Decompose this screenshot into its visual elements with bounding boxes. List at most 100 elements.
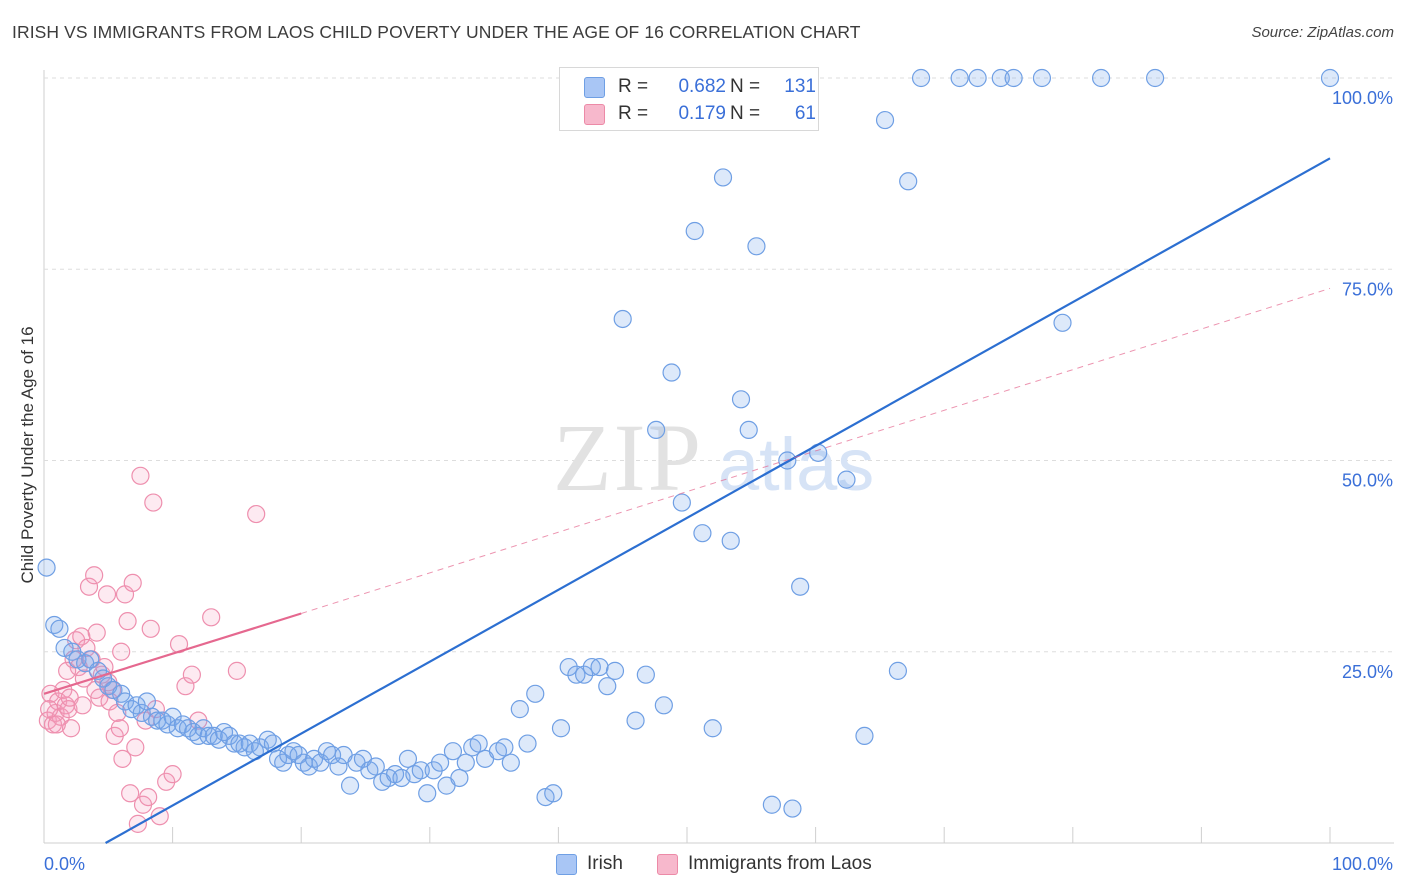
irish-point — [551, 719, 571, 738]
irish-point — [518, 734, 537, 753]
laos-point — [61, 719, 81, 738]
watermark-zip: ZIP — [553, 404, 703, 511]
irish-trend-line — [105, 157, 1331, 844]
irish-point — [443, 742, 463, 761]
irish-point — [762, 795, 781, 814]
legend-n-value: 131 — [784, 76, 816, 97]
irish-point — [739, 420, 758, 439]
irish-point — [411, 761, 430, 780]
watermark: ZIP atlas — [553, 404, 874, 511]
irish-point — [1091, 68, 1111, 88]
irish-point — [340, 776, 360, 795]
irish-point — [163, 707, 182, 726]
irish-point — [950, 68, 969, 88]
irish-point — [132, 703, 151, 723]
irish-point — [329, 757, 348, 776]
laos-point — [87, 623, 106, 642]
laos-trend-line — [43, 612, 302, 695]
irish-point — [636, 665, 655, 684]
irish-point — [1053, 313, 1072, 332]
laos-point — [110, 719, 129, 738]
laos-point — [40, 700, 59, 719]
irish-point — [148, 711, 167, 730]
irish-point — [450, 768, 469, 788]
irish-point — [837, 470, 856, 489]
irish-point — [875, 110, 895, 130]
bottom-legend-swatch-irish — [556, 854, 577, 875]
irish-point — [582, 657, 601, 677]
irish-point — [575, 665, 594, 684]
laos-point — [139, 787, 158, 807]
irish-point — [731, 390, 751, 409]
laos-point — [227, 661, 246, 680]
irish-point — [1004, 68, 1023, 88]
laos-point — [123, 573, 142, 593]
irish-point — [1146, 68, 1165, 88]
irish-point — [747, 237, 766, 256]
legend-r-value: 0.682 — [678, 76, 726, 97]
irish-point — [559, 657, 578, 677]
irish-point — [495, 738, 514, 757]
laos-point — [126, 738, 145, 757]
legend-n-value: 61 — [794, 103, 816, 124]
irish-point — [855, 726, 874, 746]
laos-point — [176, 677, 195, 696]
irish-point — [703, 719, 722, 738]
irish-point — [791, 577, 810, 596]
irish-point — [1032, 68, 1052, 88]
watermark-atlas: atlas — [718, 423, 874, 506]
irish-point — [888, 661, 908, 680]
irish-series — [37, 68, 1340, 818]
irish-point — [713, 168, 733, 187]
irish-point — [398, 749, 418, 768]
y-tick-label: 100.0% — [1332, 88, 1393, 108]
laos-point — [182, 665, 201, 684]
irish-point — [544, 784, 563, 803]
irish-point — [991, 68, 1010, 88]
irish-point — [526, 684, 545, 703]
irish-point — [469, 734, 488, 753]
irish-point — [50, 619, 69, 638]
irish-point — [598, 677, 617, 696]
legend-swatch-irish — [584, 77, 605, 98]
laos-point — [141, 619, 160, 638]
laos-point — [43, 715, 63, 734]
irish-point — [456, 753, 475, 772]
irish-point — [647, 420, 666, 439]
laos-trend-extension — [301, 287, 1331, 614]
irish-point — [778, 451, 797, 470]
irish-point — [199, 726, 218, 746]
y-axis-label: Child Poverty Under the Age of 16 — [18, 326, 37, 584]
laos-point — [79, 577, 99, 596]
laos-point — [202, 608, 221, 627]
irish-point — [654, 696, 673, 715]
laos-point — [85, 566, 104, 585]
source-label: Source: ZipAtlas.com — [1251, 24, 1394, 41]
laos-point — [97, 585, 117, 604]
irish-point — [911, 68, 931, 88]
irish-point — [137, 692, 156, 711]
irish-point — [1320, 68, 1340, 88]
irish-point — [567, 665, 586, 684]
trend-lines — [43, 157, 1331, 844]
legend-n-label: N = — [730, 76, 761, 97]
laos-point — [113, 749, 132, 768]
laos-point — [73, 696, 92, 715]
irish-point — [418, 784, 437, 803]
irish-point — [590, 657, 609, 677]
irish-point — [721, 531, 740, 550]
laos-point — [59, 700, 78, 719]
irish-point — [37, 558, 56, 577]
legend-n-label: N = — [730, 103, 761, 124]
legend-swatch-laos — [584, 104, 605, 125]
irish-point — [366, 757, 385, 776]
bottom-legend-swatch-laos — [657, 854, 678, 875]
irish-point — [693, 524, 712, 543]
bottom-legend-label-laos: Immigrants from Laos — [688, 853, 872, 874]
bottom-legend-label-irish: Irish — [587, 853, 623, 874]
laos-point — [247, 504, 266, 524]
irish-point — [783, 799, 802, 818]
y-tick-label: 50.0% — [1342, 471, 1393, 491]
irish-point — [968, 68, 987, 88]
